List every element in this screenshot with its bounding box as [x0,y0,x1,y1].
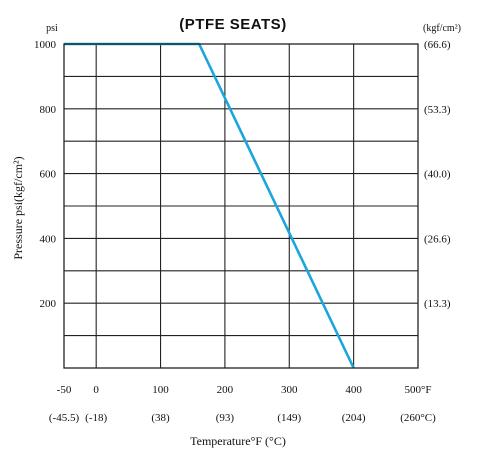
x-tick-label: 0 [93,384,99,396]
x-tick-sublabel: (149) [277,412,301,424]
tick-labels: 1000800600400200(66.6)(53.3)(40.0)(26.6)… [34,39,451,424]
x-tick-sublabel: (-45.5) [49,412,80,424]
y-tick-label-left: 200 [40,298,57,310]
y-unit-left: psi [46,23,58,34]
y-tick-label-right: (53.3) [424,104,451,116]
x-tick-label: -50 [57,384,72,396]
x-tick-label: 400 [345,384,362,396]
y-tick-label-right: (66.6) [424,39,451,51]
x-tick-sublabel: (260°C) [400,412,436,424]
y-tick-label-left: 400 [40,233,57,245]
y-tick-label-left: 1000 [34,39,57,51]
x-tick-sublabel: (-18) [85,412,107,424]
x-tick-label: 500°F [404,384,431,396]
x-axis-label: Temperature°F (°C) [190,434,286,448]
y-tick-label-left: 800 [40,104,57,116]
y-tick-label-right: (13.3) [424,298,451,310]
x-tick-label: 100 [152,384,169,396]
x-tick-sublabel: (204) [342,412,366,424]
x-tick-label: 200 [217,384,234,396]
chart-title: (PTFE SEATS) [179,16,286,33]
plot-frame [63,43,419,369]
x-tick-sublabel: (38) [151,412,170,424]
y-tick-label-left: 600 [40,169,57,181]
x-tick-sublabel: (93) [216,412,235,424]
grid [64,44,418,368]
y-tick-label-right: (26.6) [424,233,451,245]
x-tick-label: 300 [281,384,298,396]
y-axis-label: Pressure psi(kgf/cm²) [11,156,25,259]
y-unit-right: (kgf/cm²) [423,23,461,34]
y-tick-label-right: (40.0) [424,169,451,181]
